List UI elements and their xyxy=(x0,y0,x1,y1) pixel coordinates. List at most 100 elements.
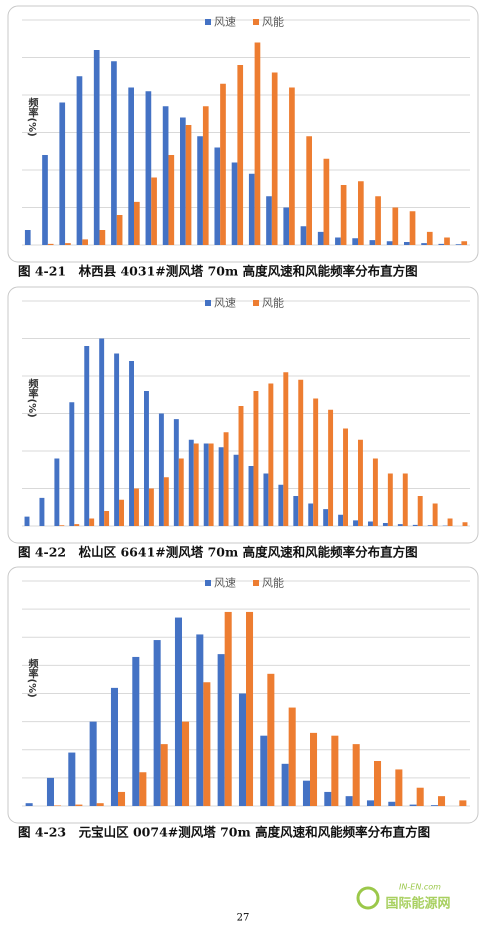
bar xyxy=(90,722,97,806)
bar xyxy=(159,414,164,527)
bar xyxy=(278,485,283,526)
bar xyxy=(323,509,328,526)
bar xyxy=(146,91,152,245)
bar xyxy=(461,241,467,245)
bar xyxy=(74,524,79,526)
bar xyxy=(283,208,289,246)
bar xyxy=(431,805,438,806)
bar xyxy=(433,504,438,527)
legend-label: 风速 xyxy=(214,577,236,590)
bar xyxy=(118,792,125,806)
bar xyxy=(59,525,64,526)
bar xyxy=(104,511,109,526)
bar xyxy=(39,498,44,526)
legend-swatch xyxy=(205,300,211,306)
legend-swatch xyxy=(253,300,259,306)
bar xyxy=(413,525,418,526)
bar xyxy=(174,419,179,526)
bar xyxy=(209,444,214,527)
bar xyxy=(383,523,388,526)
bar xyxy=(272,73,278,246)
bar xyxy=(197,136,203,245)
bar xyxy=(282,764,289,806)
bar xyxy=(203,682,210,806)
bar xyxy=(253,391,258,526)
bar xyxy=(82,239,88,245)
bar xyxy=(111,688,118,806)
bar xyxy=(324,159,330,245)
bar xyxy=(26,803,33,806)
bar xyxy=(182,722,189,806)
bar xyxy=(404,242,410,245)
page-number: 27 xyxy=(237,913,250,924)
bar xyxy=(246,612,253,806)
bar xyxy=(69,402,74,526)
bar xyxy=(255,43,261,246)
bar xyxy=(353,520,358,526)
legend-label: 风速 xyxy=(214,16,236,29)
legend-swatch xyxy=(205,19,211,25)
y-axis-label: 频率(%) xyxy=(26,657,38,697)
bar xyxy=(398,524,403,526)
bar xyxy=(368,522,373,527)
bar xyxy=(374,761,381,806)
bar xyxy=(343,429,348,527)
watermark-url: IN-EN.com xyxy=(399,883,441,892)
bar xyxy=(25,230,31,245)
bar xyxy=(421,243,427,245)
bar xyxy=(237,65,243,245)
bar xyxy=(403,474,408,527)
bar xyxy=(448,519,453,527)
legend-label: 风能 xyxy=(262,15,284,29)
bar xyxy=(59,103,65,246)
bar xyxy=(77,76,83,245)
bar xyxy=(25,517,30,526)
bar xyxy=(324,792,331,806)
bar xyxy=(352,238,358,245)
bar xyxy=(267,674,274,806)
bar xyxy=(84,346,89,526)
y-axis-label: 频率(%) xyxy=(26,377,38,417)
bar xyxy=(65,243,71,245)
bar xyxy=(289,708,296,806)
legend-swatch xyxy=(253,580,259,586)
bar xyxy=(263,474,268,527)
legend-swatch xyxy=(253,19,259,25)
bar xyxy=(392,208,398,246)
bar xyxy=(97,803,104,806)
bar xyxy=(89,519,94,527)
bar xyxy=(303,781,310,806)
watermark-name: 国际能源网 xyxy=(385,896,450,912)
bar xyxy=(249,174,255,245)
bar xyxy=(341,185,347,245)
bar xyxy=(306,136,312,245)
bar xyxy=(338,515,343,526)
bar xyxy=(218,654,225,806)
bar xyxy=(367,800,374,806)
bar xyxy=(358,440,363,526)
bar xyxy=(328,410,333,526)
bar xyxy=(203,106,209,245)
bar xyxy=(220,84,226,245)
bar xyxy=(293,496,298,526)
bar xyxy=(175,618,182,806)
bar xyxy=(410,805,417,806)
bar xyxy=(373,459,378,527)
caption: 图 4-21 林西县 4031#测风塔 70m 高度风速和风能频率分布直方图 xyxy=(18,264,418,279)
bar xyxy=(151,178,157,246)
bar xyxy=(134,202,140,245)
bar xyxy=(260,736,267,806)
bar xyxy=(239,694,246,807)
bar xyxy=(111,61,117,245)
bar xyxy=(168,155,174,245)
bar xyxy=(186,125,192,245)
y-axis-label: 频率(%) xyxy=(26,96,38,136)
bar xyxy=(418,496,423,526)
bar xyxy=(417,788,424,806)
bar xyxy=(335,238,341,246)
bar xyxy=(189,440,194,526)
bar xyxy=(99,339,104,527)
bar xyxy=(444,238,450,246)
bar xyxy=(163,106,169,245)
